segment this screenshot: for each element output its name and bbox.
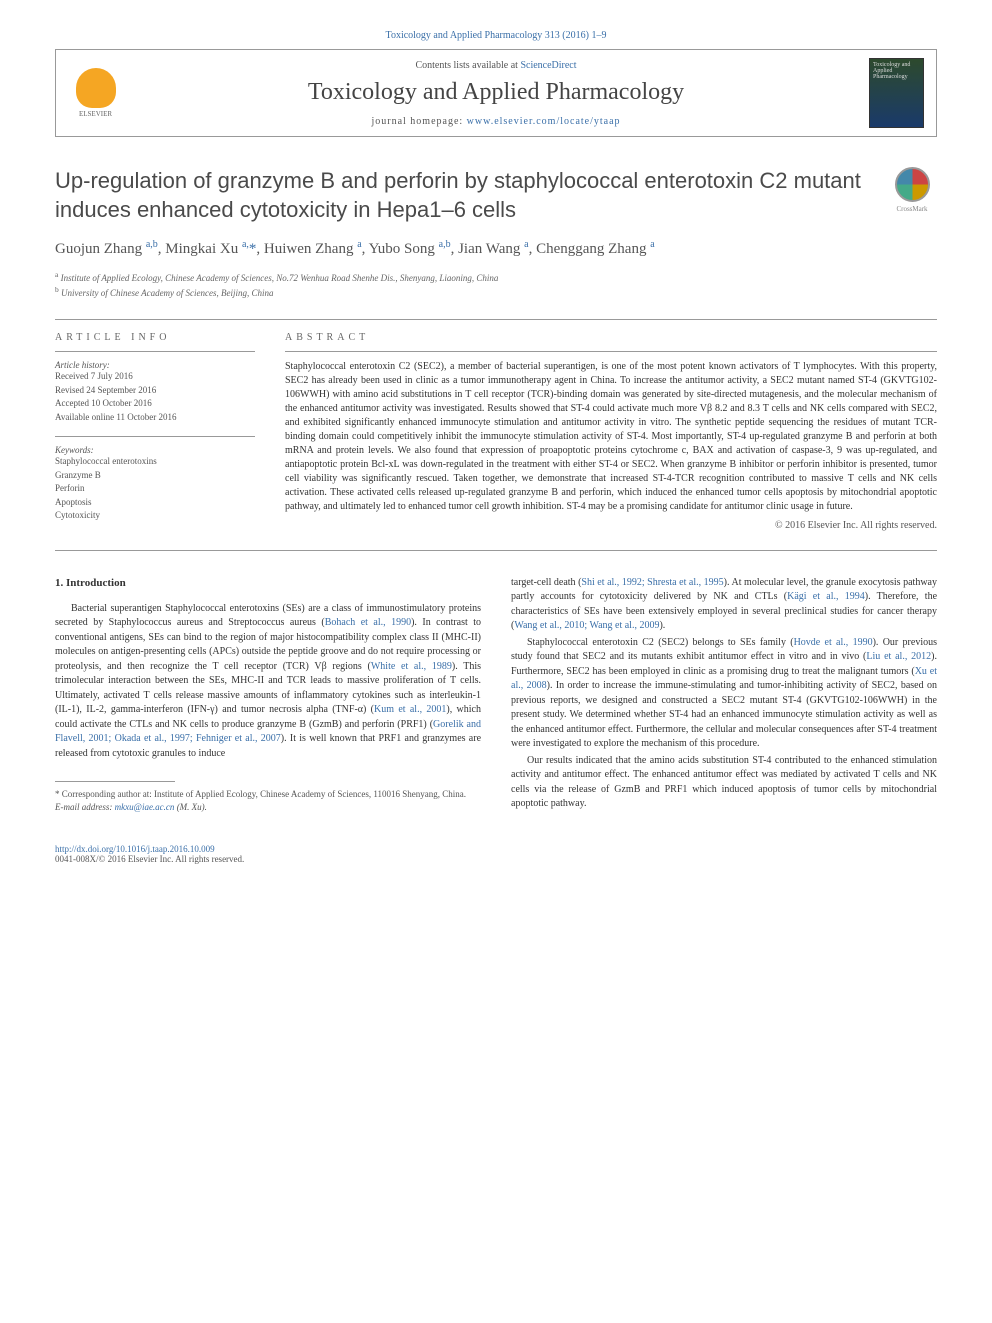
affiliation-b: b University of Chinese Academy of Scien… xyxy=(55,285,937,300)
elsevier-tree-icon xyxy=(76,68,116,108)
sciencedirect-link[interactable]: ScienceDirect xyxy=(520,60,576,71)
citation[interactable]: White et al., 1989 xyxy=(371,661,452,672)
crossmark-badge[interactable]: CrossMark xyxy=(887,167,937,217)
authors-list: Guojun Zhang a,b, Mingkai Xu a,*, Huiwen… xyxy=(55,239,937,258)
divider xyxy=(55,550,937,551)
citation[interactable]: Kum et al., 2001 xyxy=(374,704,446,715)
issn-copyright: 0041-008X/© 2016 Elsevier Inc. All right… xyxy=(55,854,937,864)
right-column: target-cell death (Shi et al., 1992; Shr… xyxy=(511,576,937,814)
article-info-column: article info Article history: Received 7… xyxy=(55,332,255,535)
copyright-notice: © 2016 Elsevier Inc. All rights reserved… xyxy=(285,520,937,531)
abstract-heading: abstract xyxy=(285,332,937,343)
section-heading-intro: 1. Introduction xyxy=(55,576,481,592)
page-footer: http://dx.doi.org/10.1016/j.taap.2016.10… xyxy=(55,844,937,864)
citation[interactable]: Hovde et al., 1990 xyxy=(794,637,873,648)
homepage-line: journal homepage: www.elsevier.com/locat… xyxy=(123,116,869,127)
left-column: 1. Introduction Bacterial superantigen S… xyxy=(55,576,481,814)
contents-prefix: Contents lists available at xyxy=(415,60,520,71)
abstract-text: Staphylococcal enterotoxin C2 (SEC2), a … xyxy=(285,351,937,514)
doi-link[interactable]: http://dx.doi.org/10.1016/j.taap.2016.10… xyxy=(55,844,215,854)
corresponding-author-footnote: * Corresponding author at: Institute of … xyxy=(55,788,481,813)
journal-header: ELSEVIER Contents lists available at Sci… xyxy=(55,49,937,137)
publisher-name: ELSEVIER xyxy=(79,110,112,118)
intro-paragraph-3: Our results indicated that the amino aci… xyxy=(511,754,937,812)
journal-reference: Toxicology and Applied Pharmacology 313 … xyxy=(55,30,937,41)
crossmark-label: CrossMark xyxy=(896,205,927,213)
journal-cover-thumbnail: Toxicology and Applied Pharmacology xyxy=(869,58,924,128)
citation[interactable]: Bohach et al., 1990 xyxy=(325,617,411,628)
keywords-text: Staphylococcal enterotoxinsGranzyme BPer… xyxy=(55,455,255,523)
affiliation-a: a Institute of Applied Ecology, Chinese … xyxy=(55,270,937,285)
intro-paragraph-1: Bacterial superantigen Staphylococcal en… xyxy=(55,602,481,762)
footnote-divider xyxy=(55,781,175,782)
contents-line: Contents lists available at ScienceDirec… xyxy=(123,60,869,71)
corresponding-text: * Corresponding author at: Institute of … xyxy=(55,788,481,801)
divider xyxy=(55,319,937,320)
affiliations: a Institute of Applied Ecology, Chinese … xyxy=(55,270,937,299)
citation[interactable]: Liu et al., 2012 xyxy=(866,651,931,662)
article-info-heading: article info xyxy=(55,332,255,343)
journal-name: Toxicology and Applied Pharmacology xyxy=(123,79,869,106)
intro-paragraph-2: Staphylococcal enterotoxin C2 (SEC2) bel… xyxy=(511,636,937,752)
elsevier-logo: ELSEVIER xyxy=(68,63,123,123)
homepage-prefix: journal homepage: xyxy=(371,116,466,127)
article-title: Up-regulation of granzyme B and perforin… xyxy=(55,167,867,224)
email-line: E-mail address: mkxu@iae.ac.cn (M. Xu). xyxy=(55,801,481,814)
citation[interactable]: Shi et al., 1992; Shresta et al., 1995 xyxy=(581,577,723,588)
intro-paragraph-1-cont: target-cell death (Shi et al., 1992; Shr… xyxy=(511,576,937,634)
citation[interactable]: Kägi et al., 1994 xyxy=(787,591,865,602)
body-two-column: 1. Introduction Bacterial superantigen S… xyxy=(55,576,937,814)
keywords-label: Keywords: xyxy=(55,445,255,455)
crossmark-icon xyxy=(895,167,930,202)
history-text: Received 7 July 2016Revised 24 September… xyxy=(55,370,255,424)
citation[interactable]: Wang et al., 2010; Wang et al., 2009 xyxy=(514,620,659,631)
email-link[interactable]: mkxu@iae.ac.cn xyxy=(115,802,175,812)
history-label: Article history: xyxy=(55,360,255,370)
abstract-column: abstract Staphylococcal enterotoxin C2 (… xyxy=(285,332,937,535)
homepage-link[interactable]: www.elsevier.com/locate/ytaap xyxy=(467,116,621,127)
